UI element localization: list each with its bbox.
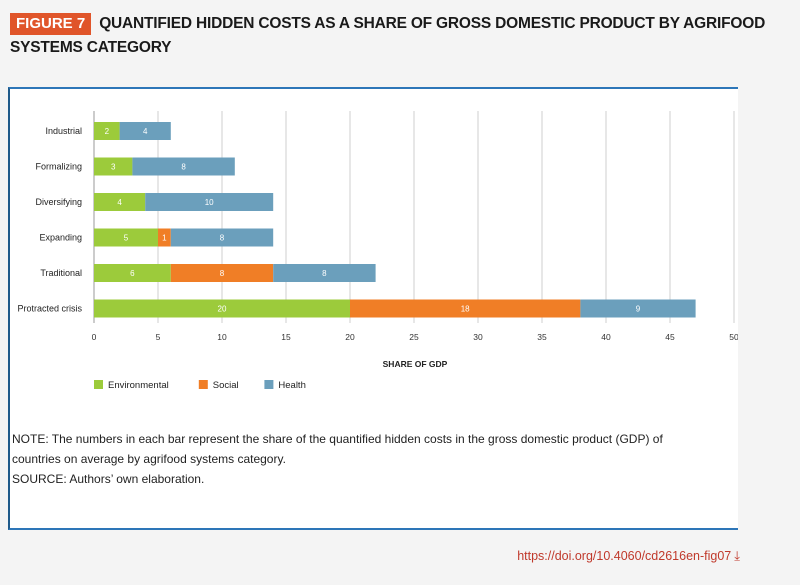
- figure-header: FIGURE 7 QUANTIFIED HIDDEN COSTS AS A SHA…: [10, 12, 770, 60]
- category-labels: Industrial Formalizing Diversifying Expandi…: [17, 126, 82, 314]
- bar-health-expanding: [170, 228, 274, 247]
- data-label: 3: [111, 163, 116, 172]
- bar-social-protracted-crisis: [350, 299, 581, 318]
- x-tick-label: 25: [409, 332, 419, 342]
- category-label: Expanding: [39, 233, 82, 243]
- bar-environmental-expanding: [94, 228, 158, 247]
- bar-health-industrial: [119, 122, 171, 140]
- bar-health-protracted-crisis: [580, 299, 696, 318]
- figure-badge: FIGURE 7: [10, 13, 92, 35]
- category-label: Industrial: [45, 126, 82, 136]
- grid-layer: [93, 111, 735, 323]
- category-label: Formalizing: [35, 162, 82, 172]
- download-icon[interactable]: ⤓: [734, 548, 740, 563]
- bar-environmental-protracted-crisis: [94, 299, 350, 318]
- category-label: Traditional: [40, 268, 82, 278]
- data-label: 10: [205, 198, 214, 207]
- note-block: NOTE: The numbers in each bar represent …: [12, 429, 734, 489]
- figure-title: QUANTIFIED HIDDEN COSTS AS A SHARE OF GR…: [10, 15, 766, 56]
- bar-environmental-industrial: [94, 122, 120, 140]
- x-tick-labels: 0 5 10 15 20 25 30 35 40 45 50: [92, 332, 738, 342]
- note-line-2: countries on average by agrifood systems…: [12, 452, 286, 466]
- x-tick-label: 45: [665, 332, 675, 342]
- bar-health-formalizing: [132, 157, 235, 176]
- data-label: 20: [218, 305, 227, 314]
- legend-label-environmental: Environmental: [108, 380, 169, 391]
- data-label: 4: [117, 198, 122, 207]
- bar-environmental-diversifying: [94, 193, 146, 211]
- bar-environmental-formalizing: [94, 157, 133, 176]
- x-tick-label: 35: [537, 332, 547, 342]
- doi-link-row[interactable]: https://doi.org/10.4060/cd2616en-fig07 ⤓: [500, 548, 740, 564]
- data-label: 5: [124, 234, 129, 243]
- x-axis-label: SHARE OF GDP: [383, 359, 448, 369]
- data-label: 4: [143, 127, 148, 136]
- data-label: 8: [220, 269, 225, 278]
- note-line-1: NOTE: The numbers in each bar represent …: [12, 432, 663, 446]
- x-tick-label: 5: [156, 332, 161, 342]
- x-tick-label: 15: [281, 332, 291, 342]
- x-tick-label: 20: [345, 332, 355, 342]
- legend-swatch-environmental: [94, 380, 103, 389]
- bar-environmental-traditional: [94, 264, 171, 282]
- legend-label-social: Social: [213, 380, 239, 391]
- data-label: 2: [105, 127, 110, 136]
- doi-link[interactable]: https://doi.org/10.4060/cd2616en-fig07: [517, 549, 732, 563]
- category-label: Diversifying: [35, 197, 82, 207]
- data-label: 8: [220, 234, 225, 243]
- chart-panel: 2 4 3 8 4 10 5 1 8 6 8 8 20 18 9 Industrial Formalizing…: [8, 87, 738, 530]
- x-tick-label: 0: [92, 332, 97, 342]
- legend-swatch-health: [264, 380, 274, 389]
- data-label: 1: [162, 234, 167, 243]
- data-label: 8: [322, 269, 327, 278]
- data-label: 8: [181, 163, 186, 172]
- legend-swatch-social: [198, 380, 208, 389]
- category-label: Protracted crisis: [17, 304, 82, 314]
- x-tick-label: 50: [729, 332, 738, 342]
- data-label: 6: [130, 269, 135, 278]
- legend: Environmental Social Health: [94, 380, 306, 391]
- source-line: SOURCE: Authors’ own elaboration.: [12, 472, 205, 486]
- legend-label-health: Health: [278, 380, 305, 391]
- bar-health-diversifying: [145, 193, 274, 211]
- bar-social-traditional: [170, 264, 274, 282]
- data-label: 9: [636, 305, 641, 314]
- bars-layer: 2 43 84 105 1 86 8 820 18 9: [94, 122, 696, 318]
- bar-social-expanding: [158, 228, 171, 247]
- data-label: 18: [461, 305, 470, 314]
- stacked-bar-chart: 2 43 84 105 1 86 8 820 18 9 IndustrialFormalizing…: [17, 111, 738, 391]
- bar-health-traditional: [273, 264, 376, 282]
- x-tick-label: 40: [601, 332, 611, 342]
- x-tick-label: 10: [217, 332, 227, 342]
- x-tick-label: 30: [473, 332, 483, 342]
